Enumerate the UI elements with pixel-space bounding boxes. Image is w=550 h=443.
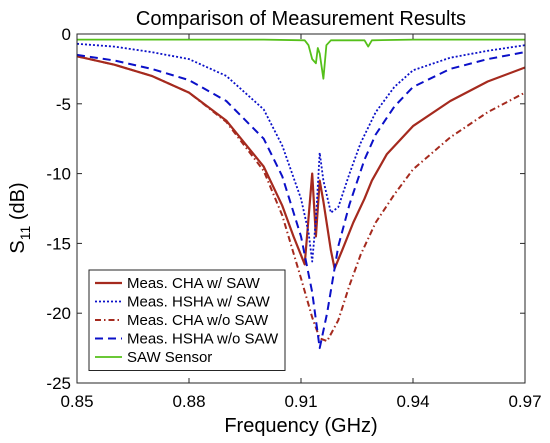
chart-title: Comparison of Measurement Results [136,8,466,30]
y-tick-label: -5 [56,95,71,114]
y-axis-label-base: S [7,240,29,253]
series-line-5 [77,38,525,80]
x-tick-label: 0.97 [508,392,541,411]
x-tick-label: 0.91 [284,392,317,411]
series-line-4 [77,51,525,350]
x-tick-label: 0.94 [396,392,429,411]
y-tick-label: -25 [46,374,71,393]
plot-area [77,38,525,350]
legend-box [88,269,286,371]
legend-label: Meas. CHA w/ SAW [127,275,261,292]
series-line-1 [77,55,525,270]
legend-label: Meas. CHA w/o SAW [127,312,269,329]
series-lines [77,38,525,350]
series-line-3 [77,55,525,343]
series-line-2 [77,42,525,263]
legend-label: Meas. HSHA w/o SAW [127,331,279,348]
y-tick-label: 0 [62,25,71,44]
x-tick-label: 0.88 [172,392,205,411]
y-tick-label: -10 [46,165,71,184]
legend-label: Meas. HSHA w/ SAW [127,294,271,311]
y-tick-label: -15 [46,234,71,253]
y-axis-label-subscript: 11 [17,226,33,241]
y-axis-label: S11 (dB) [7,182,33,253]
x-axis-label: Frequency (GHz) [224,415,377,437]
y-tick-label: -20 [46,304,71,323]
legend-label: SAW Sensor [127,349,212,366]
y-axis-label-rest: (dB) [7,182,29,225]
x-tick-label: 0.85 [60,392,93,411]
axes: 0.85 0.88 0.91 0.94 0.97 0 -5 -10 -15 -20 -25 [46,25,541,411]
